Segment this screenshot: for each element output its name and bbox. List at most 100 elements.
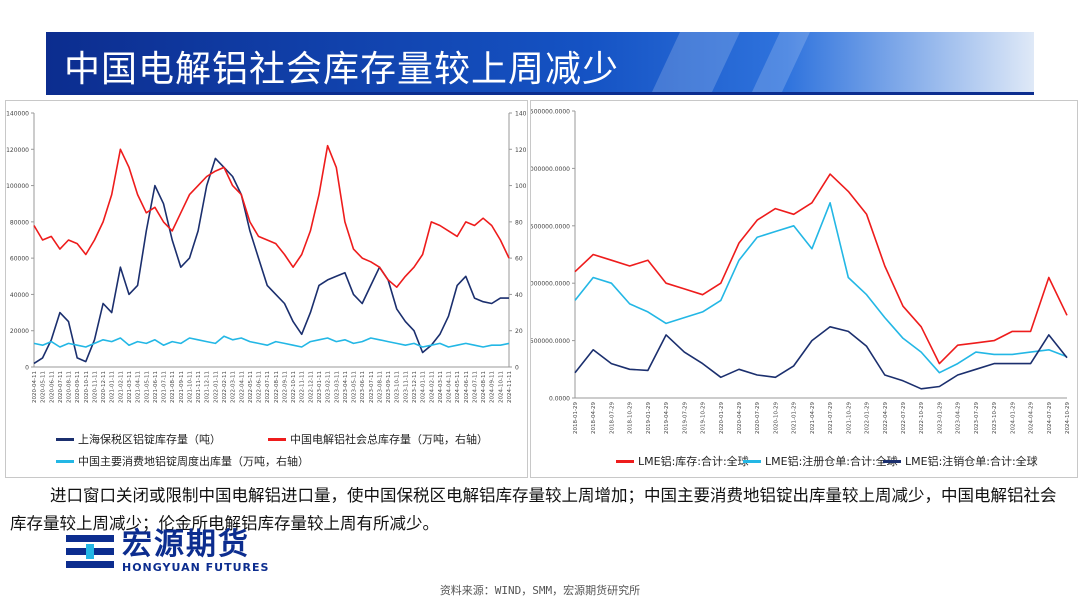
x-tick-label: 2022-09-11: [282, 371, 288, 403]
y-tick-label: 120000: [6, 147, 29, 154]
legend-label: LME铝:库存:合计:全球: [638, 455, 749, 468]
x-tick-label: 2021-02-11: [118, 371, 124, 403]
y-right-tick-label: 60: [515, 256, 523, 263]
y-right-tick-label: 20: [515, 328, 523, 335]
x-tick-label: 2020-04-29: [737, 402, 743, 434]
x-tick-label: 2021-08-11: [170, 371, 176, 403]
series-line: [33, 144, 510, 288]
x-tick-label: 2020-10-11: [84, 371, 90, 403]
x-tick-label: 2023-11-11: [403, 371, 409, 403]
series-line: [574, 173, 1068, 365]
x-tick-label: 2021-05-11: [144, 371, 150, 403]
x-tick-label: 2022-04-11: [239, 371, 245, 403]
x-tick-label: 2024-01-11: [421, 371, 427, 403]
x-tick-label: 2024-07-29: [1047, 402, 1053, 434]
x-tick-label: 2022-06-11: [257, 371, 263, 403]
legend-label: LME铝:注册仓单:合计:全球: [765, 455, 898, 468]
x-tick-label: 2022-01-11: [213, 371, 219, 403]
series-line: [574, 326, 1068, 390]
x-tick-label: 2020-04-11: [32, 371, 38, 403]
legend-swatch-navy: [56, 437, 74, 441]
x-tick-label: 2021-07-29: [828, 402, 834, 434]
x-tick-label: 2022-11-11: [300, 371, 306, 403]
x-tick-label: 2022-05-11: [248, 371, 254, 403]
x-tick-label: 2019-10-29: [701, 402, 707, 434]
x-tick-label: 2020-05-11: [41, 371, 47, 403]
series-line: [574, 202, 1068, 374]
x-tick-label: 2020-06-11: [49, 371, 55, 403]
x-tick-label: 2024-10-11: [498, 371, 504, 403]
x-tick-label: 2021-01-11: [110, 371, 116, 403]
x-tick-label: 2024-04-11: [447, 371, 453, 403]
x-tick-label: 2023-12-11: [412, 371, 418, 403]
title-bar: 中国电解铝社会库存量较上周减少: [46, 32, 1034, 92]
x-tick-label: 2024-09-11: [490, 371, 496, 403]
source-note: 资料来源：WIND，SMM，宏源期货研究所: [439, 584, 641, 597]
x-tick-label: 2023-09-11: [386, 371, 392, 403]
x-tick-label: 2018-01-29: [573, 402, 579, 434]
x-tick-label: 2020-07-29: [755, 402, 761, 434]
x-tick-label: 2023-04-11: [343, 371, 349, 403]
legend-item-lme-cancelled: LME铝:注销仓单:合计:全球: [883, 453, 1038, 469]
x-tick-label: 2018-10-29: [628, 402, 634, 434]
y-right-tick-label: 40: [515, 292, 523, 299]
x-tick-label: 2023-06-11: [360, 371, 366, 403]
x-tick-label: 2022-12-11: [308, 371, 314, 403]
right-chart-panel: 0.0000 500000.0000 1000000.0000 1500000.000…: [526, 100, 1078, 478]
x-tick-label: 2020-01-29: [719, 402, 725, 434]
x-tick-label: 2024-07-11: [472, 371, 478, 403]
brand-name-cn: 宏源期货: [122, 527, 250, 562]
y-tick-label: 80000: [10, 219, 29, 226]
x-tick-label: 2018-07-29: [609, 402, 615, 434]
y-tick-label: 140000: [6, 111, 29, 118]
y-tick-label: 20000: [10, 328, 29, 335]
brand-name-en: HONGYUAN FUTURES: [122, 561, 270, 574]
x-tick-label: 2022-03-11: [231, 371, 237, 403]
x-tick-label: 2020-09-11: [75, 371, 81, 403]
x-tick-label: 2021-04-11: [136, 371, 142, 403]
x-tick-label: 2021-12-11: [205, 371, 211, 403]
x-tick-label: 2023-10-11: [395, 371, 401, 403]
y-right-tick-label: 140: [515, 111, 527, 118]
legend-item-bonded-stock: 上海保税区铝锭库存量（吨）: [56, 431, 221, 447]
x-tick-label: 2024-02-11: [429, 371, 435, 403]
brand-logo: 宏源期货 HONGYUAN FUTURES: [64, 530, 269, 574]
x-tick-label: 2022-04-29: [883, 402, 889, 434]
x-tick-label: 2021-01-29: [792, 402, 798, 434]
legend-item-lme-stock: LME铝:库存:合计:全球: [616, 453, 749, 469]
legend-swatch-cyan: [56, 459, 74, 463]
legend-item-social-stock: 中国电解铝社会总库存量（万吨，右轴）: [268, 431, 488, 447]
right-chart: 0.0000 500000.0000 1000000.0000 1500000.000…: [526, 109, 1071, 434]
x-tick-label: 2019-01-29: [646, 402, 652, 434]
x-tick-label: 2022-08-11: [274, 371, 280, 403]
x-tick-label: 2024-04-29: [1029, 402, 1035, 434]
x-tick-label: 2022-07-29: [901, 402, 907, 434]
title-underline: [46, 92, 1034, 95]
left-chart: 0 20000 40000 60000 80000 100000 120000 140000 0…: [6, 111, 527, 403]
y-tick-label: 1000000.0000: [531, 281, 570, 288]
x-tick-label: 2019-04-29: [664, 402, 670, 434]
x-tick-label: 2021-06-11: [153, 371, 159, 403]
x-tick-label: 2024-11-11: [507, 371, 513, 403]
x-tick-label: 2020-11-11: [92, 371, 98, 403]
y-tick-label: 60000: [10, 256, 29, 263]
series-line: [33, 157, 509, 365]
x-tick-label: 2023-03-11: [334, 371, 340, 403]
y-right-tick-label: 80: [515, 219, 523, 226]
legend-label: LME铝:注销仓单:合计:全球: [905, 455, 1038, 468]
x-tick-label: 2023-10-29: [992, 402, 998, 434]
y-right-tick-label: 0: [515, 365, 519, 372]
y-tick-label: 1500000.0000: [531, 223, 570, 230]
y-tick-label: 2000000.0000: [531, 166, 570, 173]
x-tick-label: 2022-02-11: [222, 371, 228, 403]
x-tick-label: 2021-10-29: [846, 402, 852, 434]
x-tick-label: 2020-10-29: [773, 402, 779, 434]
legend-item-lme-registered: LME铝:注册仓单:合计:全球: [743, 453, 898, 469]
x-tick-label: 2023-07-11: [369, 371, 375, 403]
x-tick-label: 2023-05-11: [352, 371, 358, 403]
y-right-tick-label: 100: [515, 183, 527, 190]
x-tick-label: 2024-10-29: [1065, 402, 1071, 434]
legend-swatch-red: [616, 459, 634, 463]
x-tick-label: 2024-05-11: [455, 371, 461, 403]
x-tick-label: 2022-01-29: [865, 402, 871, 434]
